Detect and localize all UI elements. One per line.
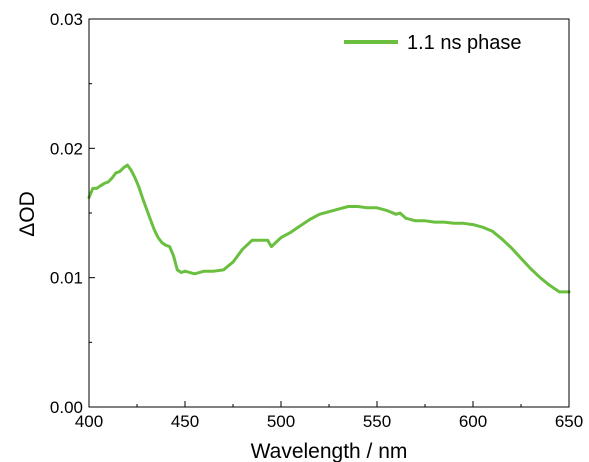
- legend: 1.1 ns phase: [344, 32, 522, 54]
- plot-marks: [87, 163, 571, 294]
- x-tick-label: 500: [267, 412, 295, 431]
- legend-label: 1.1 ns phase: [407, 32, 522, 54]
- y-tick-label: 0.01: [50, 269, 83, 288]
- axes: 400 450 500 550 600 650 0.00 0.01 0.02 0.03: [50, 10, 583, 431]
- series-line-0: [87, 163, 571, 294]
- y-tick-label: 0.03: [50, 10, 83, 29]
- x-tick-label: 600: [459, 412, 487, 431]
- x-tick-label: 550: [363, 412, 391, 431]
- x-tick-label: 400: [75, 412, 103, 431]
- x-tick-label: 650: [555, 412, 583, 431]
- x-axis-label: Wavelength / nm: [251, 440, 408, 462]
- x-tick-label: 450: [171, 412, 199, 431]
- y-tick-label: 0.02: [50, 139, 83, 158]
- y-tick-label: 0.00: [50, 398, 83, 417]
- y-axis-label: ΔOD: [16, 191, 39, 237]
